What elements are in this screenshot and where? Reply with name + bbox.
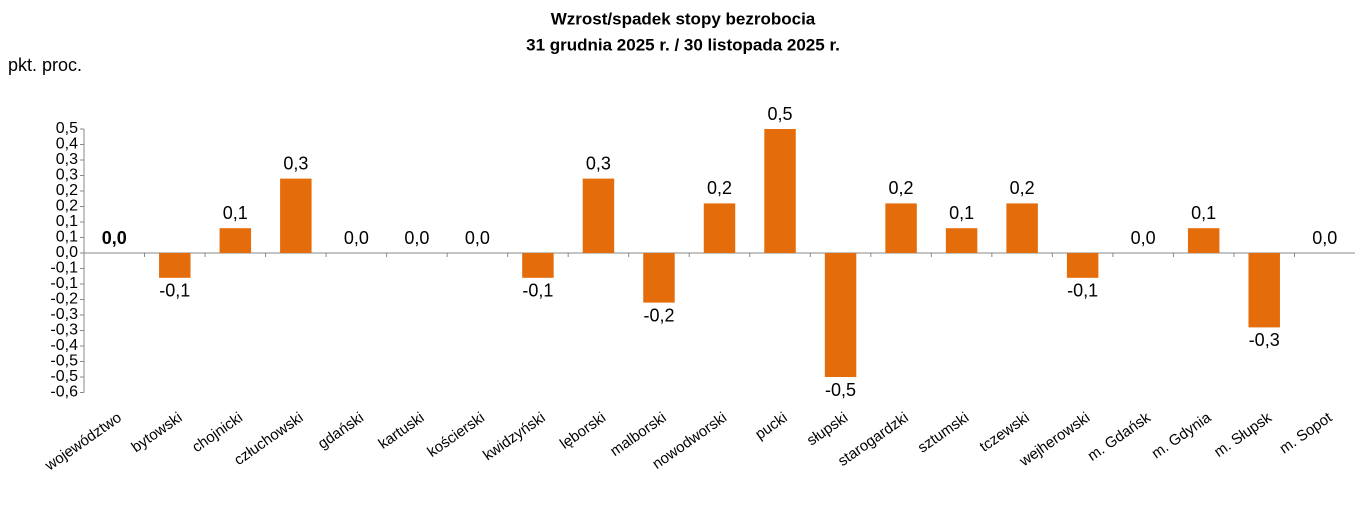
value-label: -0,1 xyxy=(1067,281,1098,301)
bar xyxy=(522,253,554,278)
x-tick-label: m. Gdańsk xyxy=(1085,409,1155,465)
y-tick-label: 0,4 xyxy=(56,136,78,153)
bar xyxy=(159,253,191,278)
y-axis-label: pkt. proc. xyxy=(8,55,82,75)
value-label: 0,0 xyxy=(465,228,490,248)
x-tick-label: tczewski xyxy=(977,409,1033,455)
bar xyxy=(945,228,978,253)
y-tick-label: 0,2 xyxy=(56,182,78,199)
bar xyxy=(764,129,796,253)
x-tick-label: województwo xyxy=(41,409,125,475)
value-label: 0,2 xyxy=(707,178,732,198)
y-tick-label: -0,1 xyxy=(50,260,78,277)
value-label: -0,2 xyxy=(643,305,674,325)
y-tick-label: -0,2 xyxy=(50,291,78,308)
y-tick-label: -0,3 xyxy=(50,306,78,323)
value-label: 0,1 xyxy=(1191,203,1216,223)
bar xyxy=(643,253,675,303)
chart-subtitle: 31 grudnia 2025 r. / 30 listopada 2025 r… xyxy=(526,35,840,54)
value-label: -0,1 xyxy=(159,281,190,301)
value-label: 0,0 xyxy=(1131,228,1156,248)
x-tick-label: słupski xyxy=(804,409,851,449)
bar xyxy=(582,178,615,253)
y-tick-label: 0,0 xyxy=(56,244,78,261)
x-tick-label: bytowski xyxy=(128,409,185,456)
value-label: 0,3 xyxy=(283,153,308,173)
value-label: 0,0 xyxy=(102,228,127,248)
x-tick-label: pucki xyxy=(752,409,790,443)
value-label: 0,0 xyxy=(1312,228,1337,248)
bar xyxy=(1066,253,1099,278)
chart-title: Wzrost/spadek stopy bezrobocia xyxy=(551,9,816,28)
x-tick-label: gdański xyxy=(315,409,367,453)
x-tick-label: kościerski xyxy=(424,409,488,461)
value-label: 0,1 xyxy=(949,203,974,223)
bar xyxy=(219,228,252,253)
y-tick-label: -0,6 xyxy=(50,384,78,401)
bar xyxy=(703,203,736,253)
value-label: -0,5 xyxy=(825,380,856,400)
x-tick-label: chojnicki xyxy=(189,409,246,456)
value-label: 0,0 xyxy=(344,228,369,248)
y-tick-label: -0,5 xyxy=(50,353,78,370)
bar xyxy=(1248,253,1280,328)
y-tick-label: 0,1 xyxy=(56,229,78,246)
x-tick-label: kwidzyński xyxy=(480,409,548,464)
y-tick-label: 0,3 xyxy=(56,151,78,168)
value-label: 0,3 xyxy=(586,153,611,173)
x-tick-label: m. Słupsk xyxy=(1211,409,1275,461)
x-tick-label: sztumski xyxy=(915,409,973,456)
value-label: 0,1 xyxy=(223,203,248,223)
value-label: -0,1 xyxy=(522,281,553,301)
y-tick-label: 0,2 xyxy=(56,198,78,215)
value-label: 0,2 xyxy=(1010,178,1035,198)
value-label: 0,5 xyxy=(768,104,793,124)
x-tick-label: lęborski xyxy=(557,409,609,453)
y-tick-label: 0,3 xyxy=(56,167,78,184)
value-label: 0,2 xyxy=(889,178,914,198)
value-label: -0,3 xyxy=(1249,330,1280,350)
y-tick-label: -0,5 xyxy=(50,368,78,385)
bar xyxy=(1006,203,1038,253)
y-tick-label: 0,5 xyxy=(56,120,78,137)
y-tick-label: -0,4 xyxy=(50,337,78,354)
bar xyxy=(280,178,312,253)
x-tick-label: m. Gdynia xyxy=(1149,409,1215,463)
y-tick-label: -0,1 xyxy=(50,275,78,292)
bar xyxy=(1187,228,1220,253)
bar xyxy=(824,253,857,377)
x-tick-label: kartuski xyxy=(375,409,427,453)
value-label: 0,0 xyxy=(404,228,429,248)
bar xyxy=(885,203,917,253)
y-tick-label: -0,3 xyxy=(50,322,78,339)
x-tick-label: m. Sopot xyxy=(1276,409,1336,458)
y-tick-label: 0,1 xyxy=(56,213,78,230)
